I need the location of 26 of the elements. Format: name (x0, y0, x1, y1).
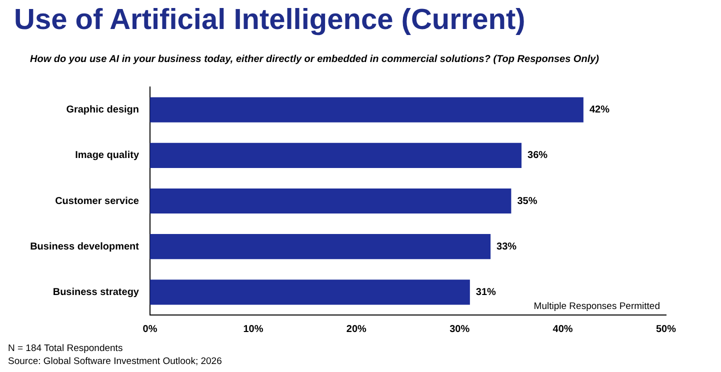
x-tick-label: 40% (552, 324, 573, 335)
x-tick-label: 0% (142, 324, 158, 335)
chart-title: Use of Artificial Intelligence (Current) (14, 4, 526, 37)
data-label: 36% (528, 150, 548, 162)
text: N = 184 Total Respondents (8, 343, 123, 354)
x-tick-label: 20% (346, 324, 367, 335)
y-tick-label: Graphic design (66, 104, 139, 116)
x-tick-label: 50% (656, 324, 676, 335)
data-label: 31% (476, 286, 496, 298)
x-tick-label: 30% (450, 324, 470, 335)
y-tick-label: Business development (30, 241, 140, 252)
y-tick-label: Image quality (75, 150, 140, 162)
y-tick-label: Business strategy (52, 286, 140, 298)
bar (150, 280, 470, 305)
data-label: 42% (589, 104, 610, 116)
bar (150, 234, 491, 260)
x-tick-label: 10% (243, 324, 264, 335)
source-note: Source: Global Software Investment Outlook; 2026 (8, 356, 222, 367)
bar (150, 188, 512, 214)
annotation: Multiple Responses Permitted (534, 301, 660, 312)
bar (150, 142, 522, 168)
bar (150, 97, 584, 122)
data-label: 33% (496, 241, 517, 252)
data-label: 35% (517, 196, 538, 207)
chart-subtitle: How do you use AI in your business today, either directly or embedded in commercial solutions? (Top Responses Only) (30, 54, 599, 65)
y-tick-label: Customer service (55, 196, 140, 207)
